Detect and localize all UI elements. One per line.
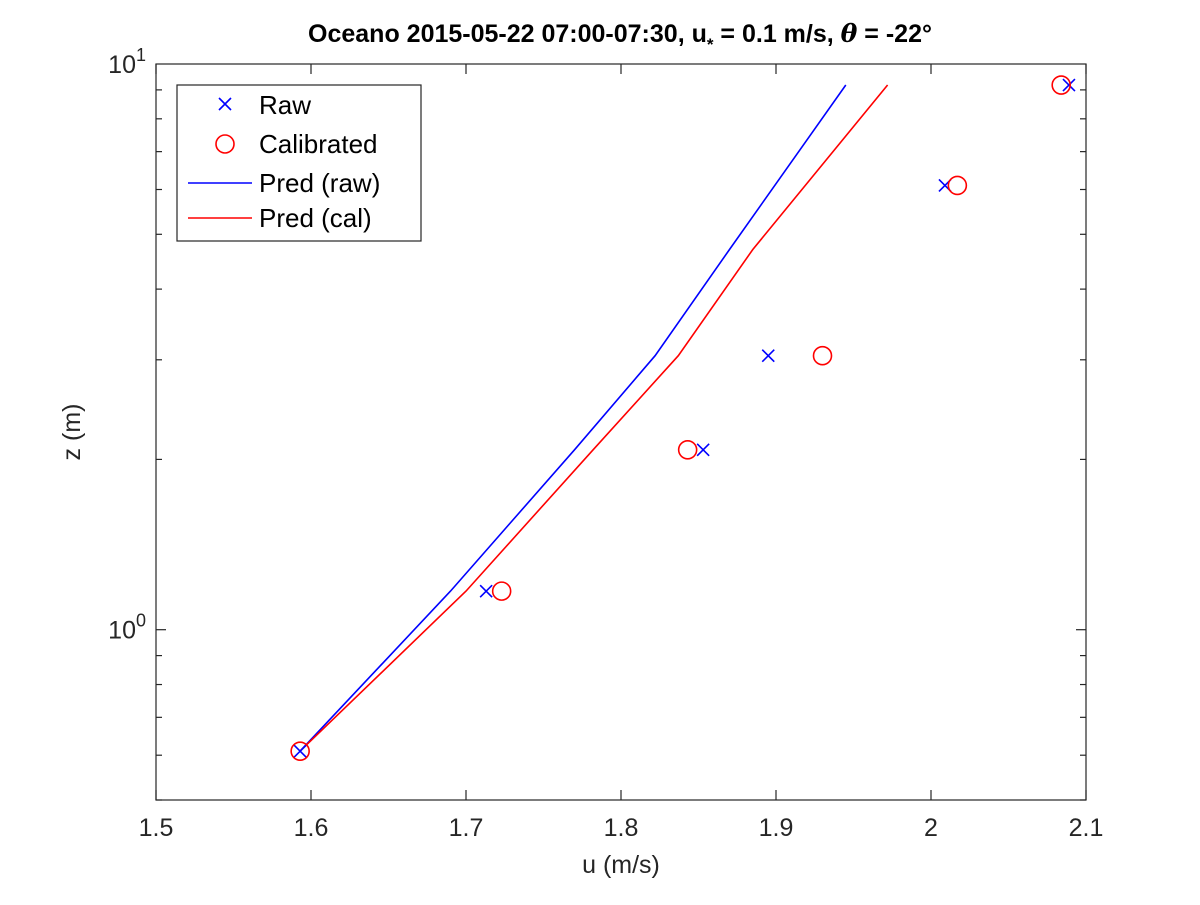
legend-box bbox=[176, 84, 422, 242]
raw-point bbox=[696, 443, 710, 457]
y-axis-label: z (m) bbox=[58, 404, 86, 461]
legend-x-marker bbox=[218, 97, 232, 111]
chart-title: Oceano 2015-05-22 07:00-07:30, u* = 0.1 … bbox=[308, 19, 932, 54]
calibrated-point bbox=[290, 741, 310, 761]
legend-entry-calibrated: Calibrated bbox=[215, 129, 378, 159]
legend-entry-raw: Raw bbox=[218, 90, 311, 120]
legend-circle-marker bbox=[215, 134, 235, 154]
y-tick-exponent: 0 bbox=[136, 611, 146, 631]
x-tick-label: 1.9 bbox=[759, 814, 794, 842]
legend-label-pred-cal: Pred (cal) bbox=[259, 203, 372, 233]
y-tick-base: 10 bbox=[108, 51, 136, 79]
series-line-3 bbox=[299, 84, 889, 752]
x-tick-label: 1.5 bbox=[139, 814, 174, 842]
legend-label-calibrated: Calibrated bbox=[259, 129, 378, 159]
legend-label-raw: Raw bbox=[259, 90, 311, 120]
series-layer bbox=[290, 75, 1076, 761]
legend-entry-pred-cal: Pred (cal) bbox=[188, 203, 372, 233]
x-axis-label: u (m/s) bbox=[582, 851, 660, 879]
x-tick-label: 1.6 bbox=[294, 814, 329, 842]
title-theta: θ bbox=[841, 19, 858, 48]
title-suffix: = -22° bbox=[857, 20, 932, 48]
raw-point bbox=[1062, 78, 1076, 92]
legend-entry-pred-raw: Pred (raw) bbox=[188, 168, 380, 198]
x-tick-label: 2 bbox=[924, 814, 938, 842]
calibrated-point bbox=[812, 345, 833, 366]
y-tick-label: 101 bbox=[108, 45, 146, 79]
title-middle: = 0.1 m/s, bbox=[713, 20, 840, 48]
calibrated-point bbox=[1051, 75, 1071, 95]
x-tick-label: 1.8 bbox=[604, 814, 639, 842]
y-tick-base: 10 bbox=[108, 617, 136, 645]
legend-label-pred-raw: Pred (raw) bbox=[259, 168, 380, 198]
title-subscript: * bbox=[707, 35, 714, 54]
calibrated-point bbox=[947, 175, 968, 196]
legend: Raw Calibrated Pred (raw) Pred (cal) bbox=[176, 84, 422, 242]
y-tick-exponent: 1 bbox=[136, 45, 146, 65]
y-tick-label: 100 bbox=[108, 611, 146, 645]
raw-point bbox=[761, 349, 775, 363]
raw-point bbox=[479, 584, 493, 598]
calibrated-point bbox=[677, 439, 698, 460]
series-line-2 bbox=[299, 84, 847, 752]
x-tick-label: 2.1 bbox=[1069, 814, 1104, 842]
raw-point bbox=[293, 744, 307, 758]
calibrated-point bbox=[491, 581, 512, 601]
title-prefix: Oceano 2015-05-22 07:00-07:30, u bbox=[308, 20, 707, 48]
x-tick-label: 1.7 bbox=[449, 814, 484, 842]
plot-frame bbox=[155, 63, 1087, 801]
